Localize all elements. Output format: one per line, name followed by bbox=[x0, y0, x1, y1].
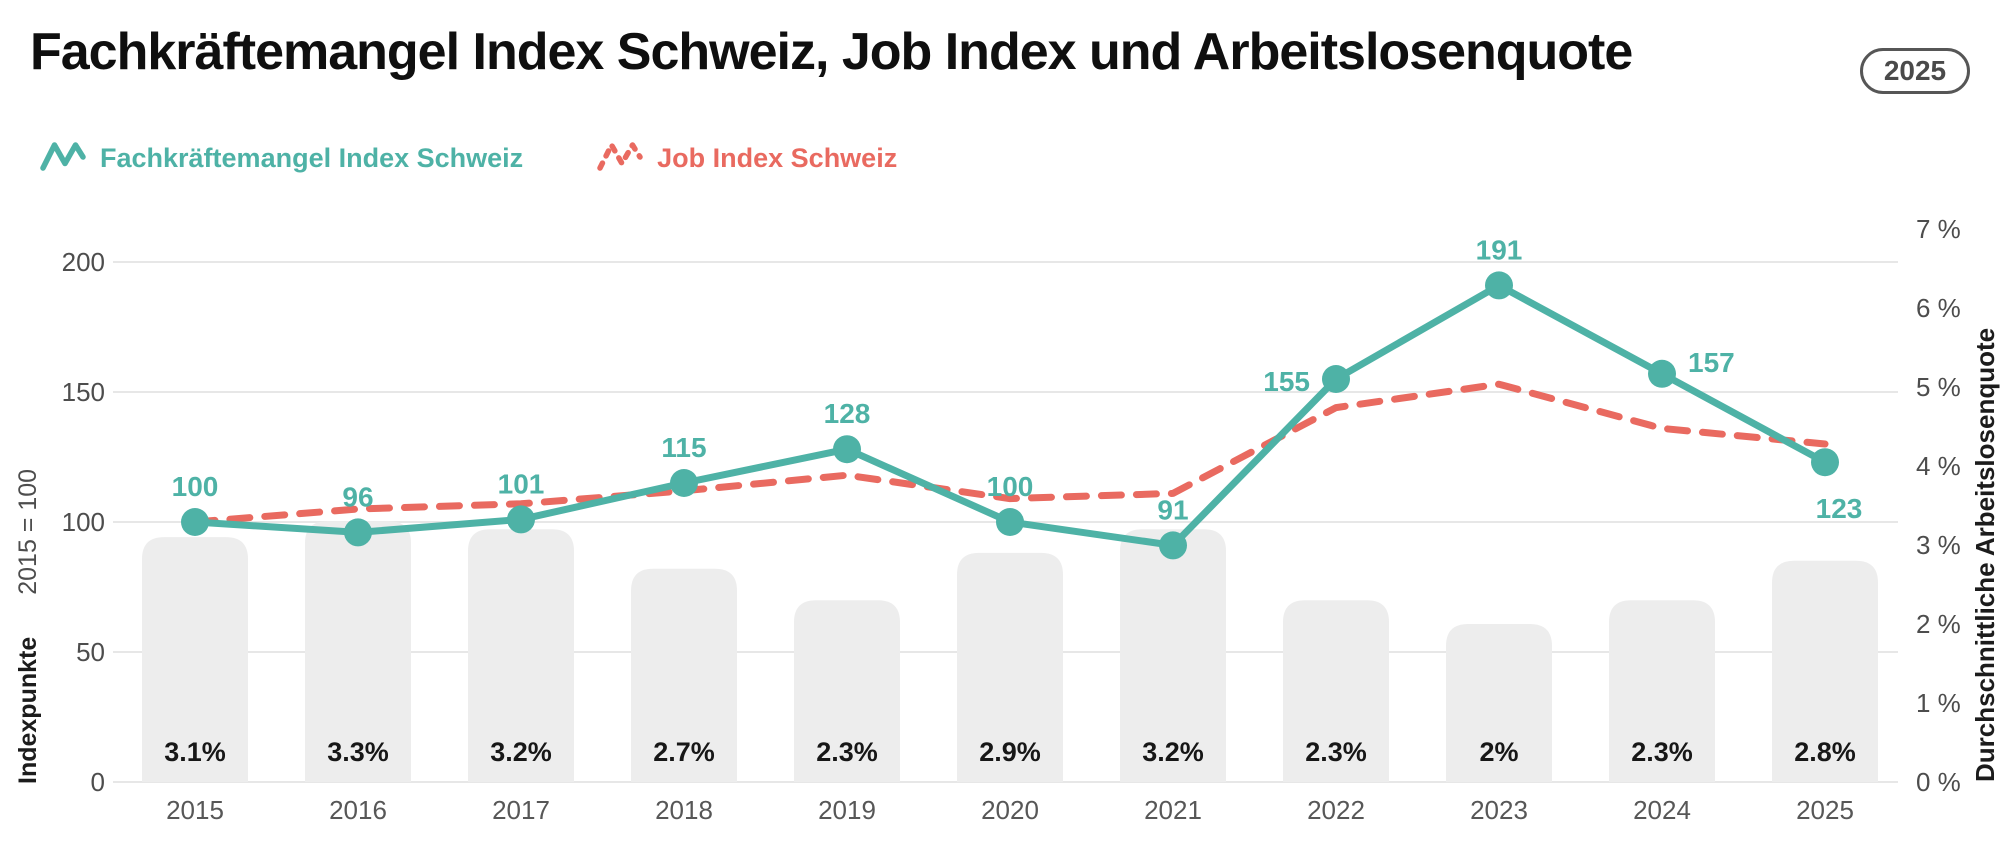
solid-zigzag-line-icon bbox=[40, 138, 86, 179]
legend-item-job-index[interactable]: Job Index Schweiz bbox=[597, 138, 897, 179]
data-point bbox=[344, 518, 372, 547]
left-axis-tick-label: 200 bbox=[62, 247, 105, 277]
right-axis-tick-label: 6 % bbox=[1916, 293, 1961, 323]
right-axis-tick-label: 2 % bbox=[1916, 609, 1961, 639]
right-axis-tick-label: 7 % bbox=[1916, 214, 1961, 244]
legend-label: Job Index Schweiz bbox=[657, 143, 898, 173]
x-axis-year-label: 2018 bbox=[655, 795, 713, 825]
unemployment-bar-label: 2% bbox=[1479, 737, 1518, 767]
unemployment-bar bbox=[1283, 600, 1389, 782]
x-axis-year-label: 2017 bbox=[492, 795, 550, 825]
unemployment-bar bbox=[794, 600, 900, 782]
left-axis-tick-label: 100 bbox=[62, 507, 105, 537]
data-point bbox=[1485, 271, 1513, 300]
unemployment-bar bbox=[1446, 624, 1552, 782]
left-axis-tick-label: 150 bbox=[62, 377, 105, 407]
data-point-value-label: 101 bbox=[498, 468, 545, 499]
job-index-line bbox=[191, 380, 1829, 526]
data-point bbox=[996, 508, 1024, 536]
right-axis-tick-label: 4 % bbox=[1916, 451, 1961, 481]
data-point bbox=[181, 508, 209, 536]
unemployment-bar-label: 2.3% bbox=[1305, 737, 1367, 767]
unemployment-bar bbox=[1772, 560, 1878, 782]
data-point bbox=[1159, 531, 1187, 560]
unemployment-bar-label: 2.3% bbox=[816, 737, 878, 767]
dashed-zigzag-line-icon bbox=[597, 138, 643, 179]
left-axis-tick-label: 50 bbox=[76, 637, 105, 667]
right-axis-tick-label: 0 % bbox=[1916, 767, 1961, 797]
unemployment-bar-label: 2.8% bbox=[1794, 737, 1856, 767]
right-axis-tick-label: 1 % bbox=[1916, 688, 1961, 718]
legend: Fachkräftemangel Index Schweiz Job Index… bbox=[40, 138, 897, 179]
unemployment-bar bbox=[1609, 600, 1715, 782]
right-axis-tick-label: 3 % bbox=[1916, 530, 1961, 560]
right-axis-tick-label: 5 % bbox=[1916, 372, 1961, 402]
data-point bbox=[507, 505, 535, 534]
unemployment-bar-label: 3.2% bbox=[1142, 737, 1204, 767]
x-axis-year-label: 2020 bbox=[981, 795, 1039, 825]
data-point-value-label: 157 bbox=[1688, 347, 1735, 378]
data-point-value-label: 191 bbox=[1476, 234, 1523, 265]
data-point bbox=[670, 469, 698, 497]
data-point-value-label: 115 bbox=[661, 432, 706, 463]
x-axis-year-label: 2015 bbox=[166, 795, 224, 825]
data-point bbox=[1811, 448, 1839, 477]
data-point-value-label: 128 bbox=[824, 398, 871, 429]
x-axis-year-label: 2023 bbox=[1470, 795, 1528, 825]
data-point-value-label: 100 bbox=[172, 471, 219, 502]
unemployment-bar-label: 2.3% bbox=[1631, 737, 1693, 767]
data-point bbox=[1648, 359, 1676, 388]
x-axis-year-label: 2025 bbox=[1796, 795, 1854, 825]
unemployment-bar-label: 3.3% bbox=[327, 737, 389, 767]
unemployment-bar-label: 3.2% bbox=[490, 737, 552, 767]
data-point bbox=[1322, 365, 1350, 393]
unemployment-bar bbox=[142, 537, 248, 782]
unemployment-bar-label: 2.7% bbox=[653, 737, 715, 767]
data-point-value-label: 100 bbox=[987, 471, 1034, 502]
legend-item-fachkraeftemangel[interactable]: Fachkräftemangel Index Schweiz bbox=[40, 138, 523, 179]
unemployment-bar-label: 2.9% bbox=[979, 737, 1041, 767]
unemployment-bar bbox=[468, 529, 574, 782]
year-badge[interactable]: 2025 bbox=[1860, 48, 1970, 94]
data-point-value-label: 155 bbox=[1263, 366, 1310, 397]
x-axis-year-label: 2021 bbox=[1144, 795, 1202, 825]
data-point-value-label: 123 bbox=[1816, 493, 1863, 524]
x-axis-year-label: 2019 bbox=[818, 795, 876, 825]
page-title: Fachkräftemangel Index Schweiz, Job Inde… bbox=[30, 23, 1633, 81]
legend-label: Fachkräftemangel Index Schweiz bbox=[100, 143, 524, 173]
x-axis-year-label: 2022 bbox=[1307, 795, 1365, 825]
year-badge-label: 2025 bbox=[1883, 55, 1947, 86]
x-axis-year-label: 2024 bbox=[1633, 795, 1691, 825]
data-point-value-label: 91 bbox=[1157, 494, 1188, 525]
unemployment-bar bbox=[957, 552, 1063, 782]
data-point bbox=[833, 435, 861, 464]
unemployment-bar bbox=[631, 568, 737, 782]
unemployment-bar-label: 3.1% bbox=[164, 737, 226, 767]
x-axis-year-label: 2016 bbox=[329, 795, 387, 825]
left-axis-tick-label: 0 bbox=[91, 767, 105, 797]
data-point-value-label: 96 bbox=[342, 481, 373, 512]
unemployment-bar bbox=[1120, 529, 1226, 782]
unemployment-bar bbox=[305, 521, 411, 782]
